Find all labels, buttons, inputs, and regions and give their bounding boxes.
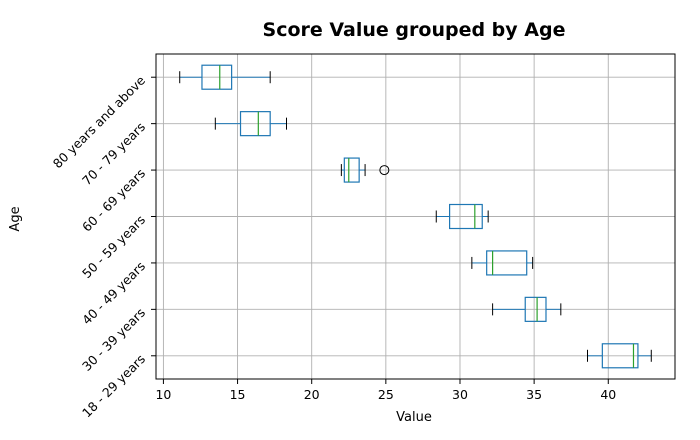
- iqr-box: [343, 157, 360, 183]
- box-group: [179, 64, 271, 90]
- box-group: [492, 296, 562, 322]
- iqr-box: [601, 343, 639, 369]
- box-group: [214, 111, 287, 137]
- x-tick-label: 40: [600, 387, 616, 402]
- box-group: [471, 250, 534, 276]
- box-group: [435, 203, 489, 230]
- iqr-box: [486, 250, 528, 276]
- x-tick-label: 30: [452, 387, 468, 402]
- box-group: [587, 343, 652, 369]
- x-tick-label: 15: [230, 387, 246, 402]
- grid-layer: [156, 54, 675, 379]
- x-tick-label: 35: [526, 387, 542, 402]
- iqr-box: [524, 296, 547, 322]
- x-tick-label: 20: [304, 387, 320, 402]
- x-tick-label: 10: [155, 387, 171, 402]
- iqr-box: [449, 203, 483, 230]
- outlier-point: [379, 165, 390, 176]
- box-layer: [179, 64, 652, 369]
- chart-title: Score Value grouped by Age: [263, 19, 566, 41]
- y-axis-label: Age: [8, 206, 23, 231]
- iqr-box: [201, 64, 233, 90]
- x-axis-label: Value: [396, 410, 432, 425]
- box-group: [340, 157, 390, 183]
- iqr-box: [239, 111, 271, 137]
- x-tick-label: 25: [378, 387, 394, 402]
